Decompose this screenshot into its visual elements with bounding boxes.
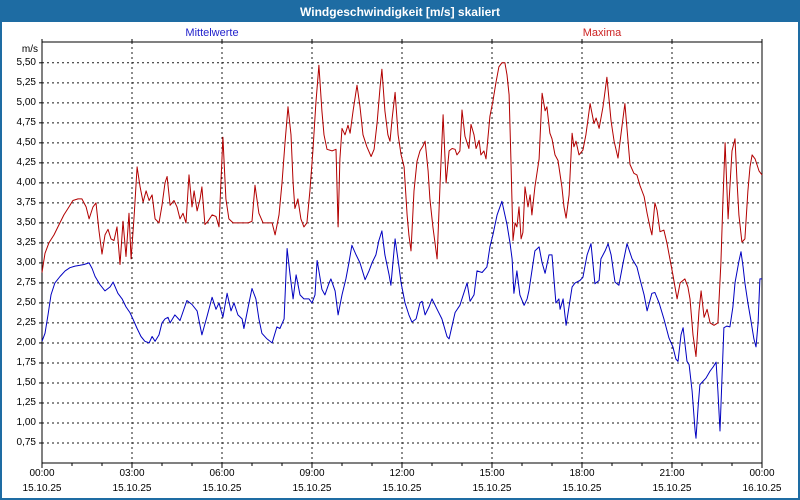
x-tick-time-label: 00:00 <box>749 468 775 479</box>
x-tick-time-label: 21:00 <box>659 468 685 479</box>
x-tick-time-label: 00:00 <box>29 468 55 479</box>
y-tick-label: 3,50 <box>16 216 36 228</box>
y-tick-label: 2,25 <box>16 316 36 328</box>
y-tick-label: 1,00 <box>16 416 36 428</box>
window-title: Windgeschwindigkeit [m/s] skaliert <box>300 5 500 19</box>
y-tick-label: 1,75 <box>16 356 36 368</box>
x-tick-time-label: 09:00 <box>299 468 325 479</box>
x-tick-date-label: 15.10.25 <box>202 483 242 494</box>
x-tick-date-label: 15.10.25 <box>382 483 422 494</box>
y-tick-label: 3,00 <box>16 256 36 268</box>
x-tick-date-label: 15.10.25 <box>112 483 152 494</box>
y-tick-label: 4,00 <box>16 176 36 188</box>
series-line-mittelwerte <box>41 200 762 439</box>
y-axis-unit-label: m/s <box>21 44 38 55</box>
x-tick-date-label: 15.10.25 <box>472 483 512 494</box>
x-tick-date-label: 15.10.25 <box>22 483 62 494</box>
x-tick-date-label: 15.10.25 <box>562 483 602 494</box>
y-tick-label: 2,50 <box>16 296 36 308</box>
y-tick-label: 3,75 <box>16 196 36 208</box>
x-tick-time-label: 03:00 <box>119 468 145 479</box>
y-tick-label: 3,25 <box>16 236 36 248</box>
x-tick-time-label: 12:00 <box>389 468 415 479</box>
y-tick-label: 4,75 <box>16 116 36 128</box>
y-tick-label: 5,00 <box>16 96 36 108</box>
y-tick-label: 5,25 <box>16 76 36 88</box>
y-tick-label: 5,50 <box>16 56 36 68</box>
x-tick-date-label: 15.10.25 <box>292 483 332 494</box>
x-tick-time-label: 18:00 <box>569 468 595 479</box>
x-tick-date-label: 15.10.25 <box>652 483 692 494</box>
y-tick-label: 2,75 <box>16 276 36 288</box>
legend-item-mittelwerte: Mittelwerte <box>185 27 239 39</box>
title-bar: Windgeschwindigkeit [m/s] skaliert <box>2 2 798 22</box>
y-tick-label: 4,50 <box>16 136 36 148</box>
legend-item-maxima: Maxima <box>582 27 622 39</box>
series-line-maxima <box>41 62 763 357</box>
y-tick-label: 0,75 <box>16 436 36 448</box>
y-tick-label: 1,25 <box>16 396 36 408</box>
y-tick-label: 4,25 <box>16 156 36 168</box>
x-tick-time-label: 06:00 <box>209 468 235 479</box>
y-tick-label: 1,50 <box>16 376 36 388</box>
x-tick-time-label: 15:00 <box>479 468 505 479</box>
y-tick-label: 2,00 <box>16 336 36 348</box>
plot-border <box>41 41 763 464</box>
x-tick-date-label: 16.10.25 <box>742 483 782 494</box>
